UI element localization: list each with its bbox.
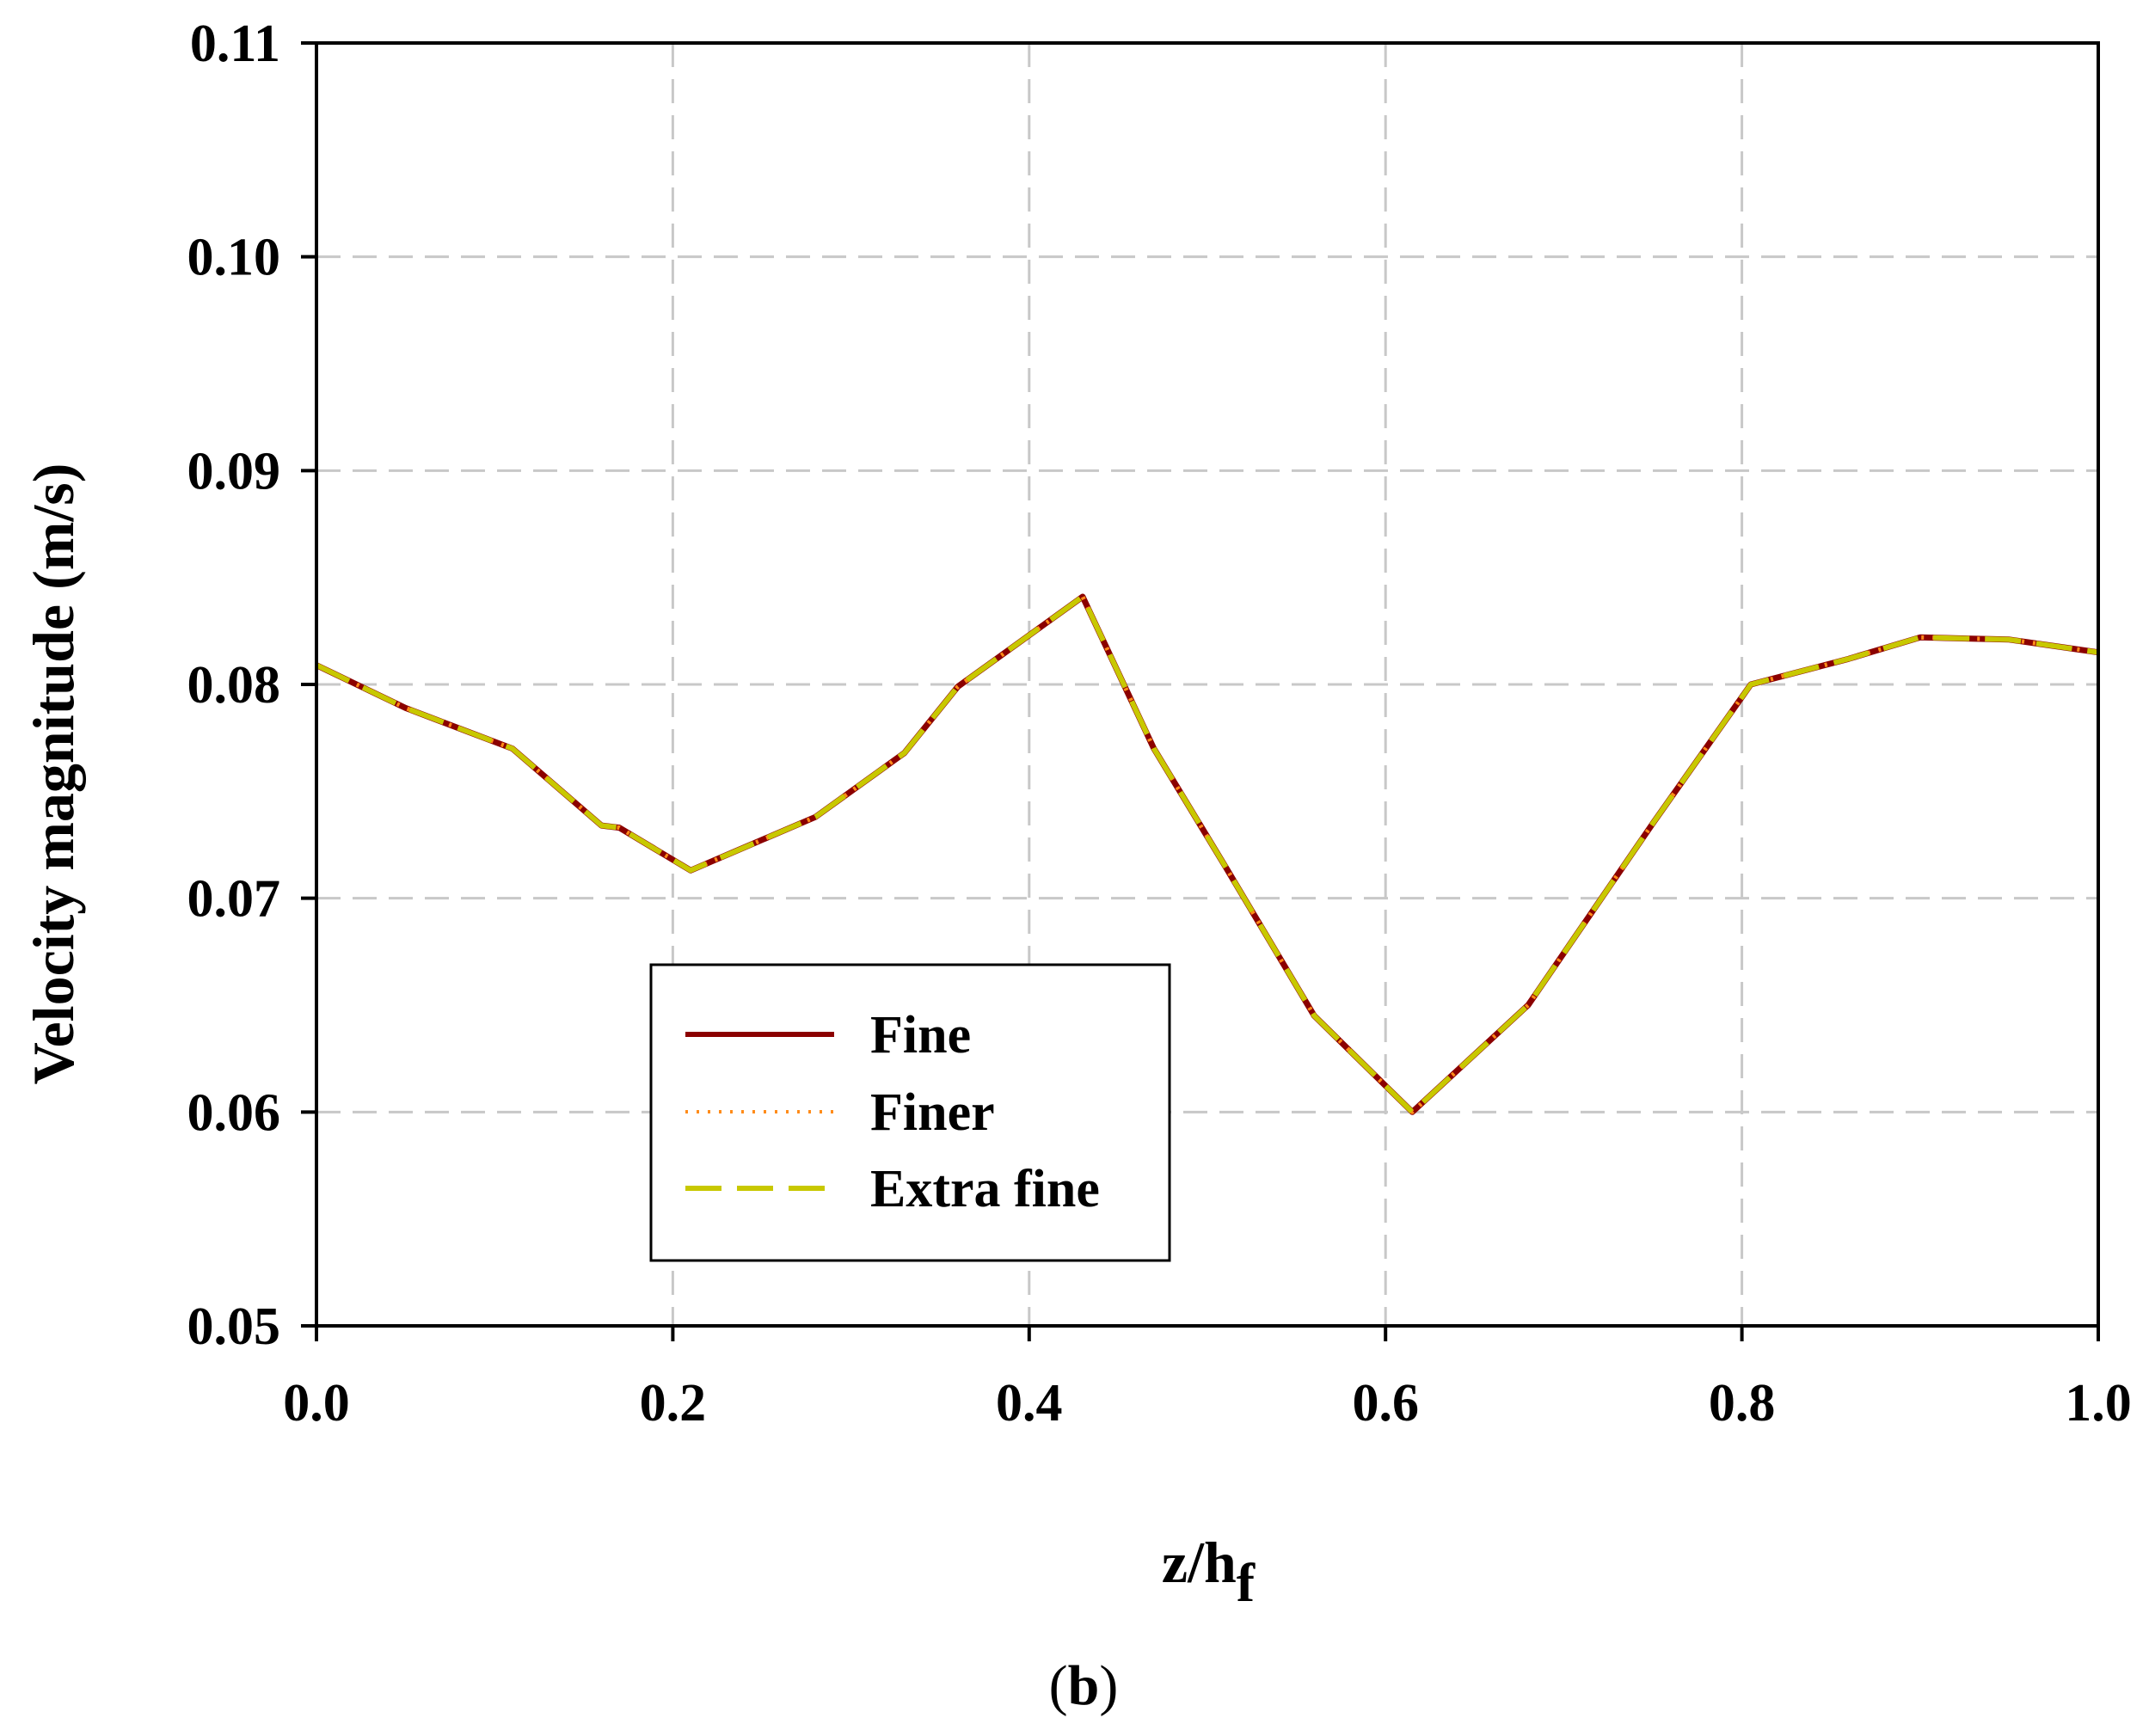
- legend-box: [649, 963, 1171, 1262]
- x-axis-title-subscript: f: [1237, 1552, 1256, 1613]
- x-tick-label: 1.0: [2065, 1374, 2132, 1432]
- y-tick-label: 0.05: [187, 1297, 281, 1356]
- y-tick-label: 0.10: [187, 229, 281, 287]
- panel-label-letter: b: [1068, 1654, 1100, 1717]
- legend-label-finer: Finer: [870, 1083, 995, 1142]
- y-tick-label: 0.07: [187, 870, 281, 929]
- x-tick-label: 0.0: [283, 1374, 350, 1432]
- x-tick-label: 0.8: [1709, 1374, 1776, 1432]
- y-tick-label: 0.06: [187, 1083, 281, 1142]
- legend-label-extra-fine: Extra fine: [870, 1160, 1100, 1218]
- y-axis-title: Velocity magnitude (m/s): [21, 463, 86, 1085]
- series-lines: [315, 593, 2099, 1115]
- panel-label-close: ): [1099, 1654, 1118, 1717]
- legend-label-fine: Fine: [870, 1006, 971, 1064]
- x-tick-label: 0.2: [640, 1374, 707, 1432]
- x-tick-label: 0.4: [996, 1374, 1063, 1432]
- x-axis-title: z/hf: [1162, 1530, 1256, 1613]
- legend: Fine Finer Extra fine: [649, 963, 1171, 1262]
- panel-label: (b): [1049, 1654, 1119, 1717]
- series-line-extra-fine: [315, 594, 2099, 1115]
- x-tick-label: 0.6: [1352, 1374, 1419, 1432]
- panel-label-open: (: [1049, 1654, 1068, 1717]
- axis-ticks: [301, 41, 2100, 1341]
- y-tick-label: 0.11: [190, 15, 280, 73]
- y-tick-label: 0.09: [187, 442, 281, 500]
- tick-labels: 0.0 0.2 0.4 0.6 0.8 1.0 0.05 0.06 0.07 0.08 0.09 0.…: [187, 15, 2132, 1432]
- y-tick-label: 0.08: [187, 656, 281, 715]
- x-axis-title-main: z/h: [1162, 1530, 1237, 1595]
